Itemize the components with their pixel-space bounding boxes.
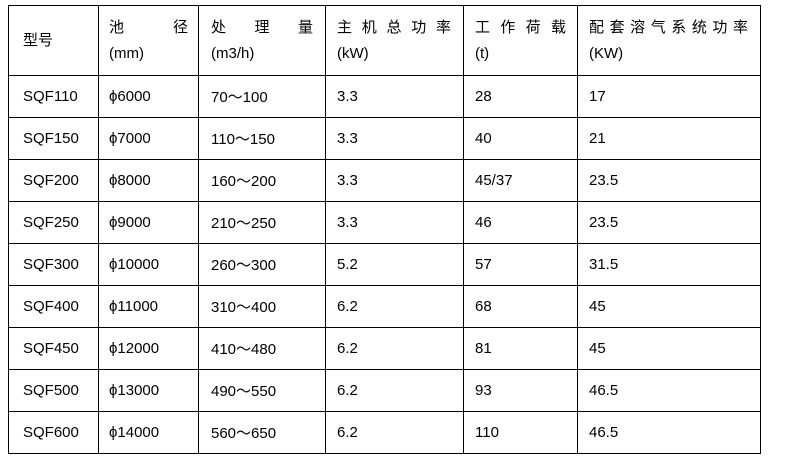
table-cell-work-load: 93 xyxy=(463,369,578,412)
col-title-main-power: 主机总功率 xyxy=(337,18,451,36)
table-row: SQF110 ϕ6000 70～100 3.3 28 17 xyxy=(8,75,761,118)
table-row: SQF500 ϕ13000 490～550 6.2 93 46.5 xyxy=(8,369,761,412)
col-unit-main-power: (kW) xyxy=(337,44,369,62)
table-cell-diameter: ϕ14000 xyxy=(98,411,199,454)
table-cell-diameter: ϕ9000 xyxy=(98,201,199,244)
table-cell-capacity: 410～480 xyxy=(198,327,326,370)
table-cell-air-power: 45 xyxy=(577,285,761,328)
table-cell-diameter: ϕ6000 xyxy=(98,75,199,118)
table-cell-capacity: 310～400 xyxy=(198,285,326,328)
table-cell-work-load: 57 xyxy=(463,243,578,286)
col-unit-work-load: (t) xyxy=(475,44,490,62)
table-cell-air-power: 46.5 xyxy=(577,411,761,454)
table-cell-work-load: 110 xyxy=(463,411,578,454)
table-cell-model: SQF250 xyxy=(8,201,99,244)
col-header-air-power: 配套溶气系统功率 (KW) xyxy=(577,5,761,76)
table-cell-diameter: ϕ13000 xyxy=(98,369,199,412)
table-cell-capacity: 490～550 xyxy=(198,369,326,412)
table-row: SQF200 ϕ8000 160～200 3.3 45/37 23.5 xyxy=(8,159,761,202)
table-cell-diameter: ϕ12000 xyxy=(98,327,199,370)
table-cell-air-power: 17 xyxy=(577,75,761,118)
table-row: SQF150 ϕ7000 110～150 3.3 40 21 xyxy=(8,117,761,160)
col-header-capacity: 处理量 (m3/h) xyxy=(198,5,326,76)
table-cell-model: SQF200 xyxy=(8,159,99,202)
table-cell-model: SQF500 xyxy=(8,369,99,412)
col-title-air-power: 配套溶气系统功率 xyxy=(589,18,748,36)
table-cell-diameter: ϕ7000 xyxy=(98,117,199,160)
table-cell-main-power: 3.3 xyxy=(325,201,464,244)
table-row: SQF450 ϕ12000 410～480 6.2 81 45 xyxy=(8,327,761,370)
table-row: SQF300 ϕ10000 260～300 5.2 57 31.5 xyxy=(8,243,761,286)
col-title-diameter: 池径 xyxy=(109,18,188,36)
table-cell-main-power: 3.3 xyxy=(325,75,464,118)
col-unit-air-power: (KW) xyxy=(589,44,624,62)
table-cell-air-power: 23.5 xyxy=(577,201,761,244)
table-cell-work-load: 28 xyxy=(463,75,578,118)
col-header-main-power: 主机总功率 (kW) xyxy=(325,5,464,76)
table-row: SQF250 ϕ9000 210～250 3.3 46 23.5 xyxy=(8,201,761,244)
table-cell-main-power: 6.2 xyxy=(325,369,464,412)
table-cell-capacity: 560～650 xyxy=(198,411,326,454)
table-cell-model: SQF450 xyxy=(8,327,99,370)
col-title-work-load: 工作荷载 xyxy=(475,18,566,36)
table-cell-work-load: 45/37 xyxy=(463,159,578,202)
table-cell-work-load: 81 xyxy=(463,327,578,370)
table-row: SQF400 ϕ11000 310～400 6.2 68 45 xyxy=(8,285,761,328)
col-title-model: 型号 xyxy=(23,31,54,49)
table-header: 型号 池径 (mm) 处理量 (m3/h) 主机总功率 (kW) 工作荷载 xyxy=(8,5,761,76)
table-cell-diameter: ϕ11000 xyxy=(98,285,199,328)
table-cell-model: SQF300 xyxy=(8,243,99,286)
table-cell-model: SQF400 xyxy=(8,285,99,328)
col-header-model: 型号 xyxy=(8,5,99,76)
table-cell-main-power: 3.3 xyxy=(325,159,464,202)
table-cell-diameter: ϕ8000 xyxy=(98,159,199,202)
table-cell-work-load: 46 xyxy=(463,201,578,244)
table-cell-capacity: 160～200 xyxy=(198,159,326,202)
table-cell-capacity: 110～150 xyxy=(198,117,326,160)
table-cell-capacity: 70～100 xyxy=(198,75,326,118)
table-cell-work-load: 40 xyxy=(463,117,578,160)
header-row: 型号 池径 (mm) 处理量 (m3/h) 主机总功率 (kW) 工作荷载 xyxy=(8,5,761,76)
table-cell-model: SQF600 xyxy=(8,411,99,454)
table-cell-air-power: 23.5 xyxy=(577,159,761,202)
table-cell-main-power: 6.2 xyxy=(325,285,464,328)
table-cell-main-power: 6.2 xyxy=(325,327,464,370)
col-unit-diameter: (mm) xyxy=(109,44,144,62)
table-cell-main-power: 6.2 xyxy=(325,411,464,454)
table-cell-model: SQF150 xyxy=(8,117,99,160)
table-cell-air-power: 31.5 xyxy=(577,243,761,286)
table-body: SQF110 ϕ6000 70～100 3.3 28 17 SQF150 ϕ7000 110～1… xyxy=(8,75,761,454)
table-cell-air-power: 46.5 xyxy=(577,369,761,412)
table-cell-model: SQF110 xyxy=(8,75,99,118)
table-cell-capacity: 260～300 xyxy=(198,243,326,286)
table-cell-air-power: 21 xyxy=(577,117,761,160)
table-cell-main-power: 5.2 xyxy=(325,243,464,286)
col-header-diameter: 池径 (mm) xyxy=(98,5,199,76)
table-cell-capacity: 210～250 xyxy=(198,201,326,244)
table-cell-work-load: 68 xyxy=(463,285,578,328)
col-header-work-load: 工作荷载 (t) xyxy=(463,5,578,76)
spec-table: 型号 池径 (mm) 处理量 (m3/h) 主机总功率 (kW) 工作荷载 xyxy=(8,5,761,454)
col-unit-capacity: (m3/h) xyxy=(211,44,255,62)
table-cell-diameter: ϕ10000 xyxy=(98,243,199,286)
table-row: SQF600 ϕ14000 560～650 6.2 110 46.5 xyxy=(8,411,761,454)
table-cell-air-power: 45 xyxy=(577,327,761,370)
col-title-capacity: 处理量 xyxy=(211,18,313,36)
table-cell-main-power: 3.3 xyxy=(325,117,464,160)
